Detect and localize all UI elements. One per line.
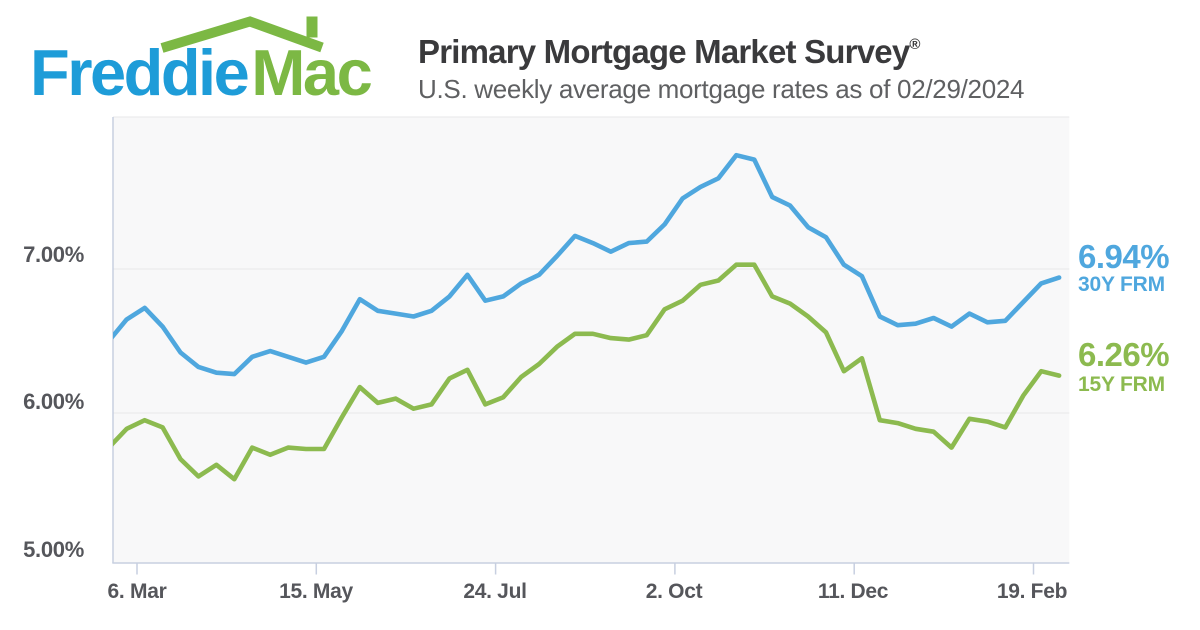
plot-background xyxy=(113,117,1070,563)
x-axis-label-feb: 19. Feb xyxy=(996,580,1068,603)
x-axis-label-jul: 24. Jul xyxy=(463,580,527,603)
series-name-30y: 30Y FRM xyxy=(1078,273,1165,296)
rate-value-30y: 6.94% xyxy=(1078,238,1170,275)
x-axis-label-oct: 2. Oct xyxy=(645,580,703,603)
page-title-text: Primary Mortgage Market Survey xyxy=(418,33,910,70)
logo-roof-icon xyxy=(160,16,324,53)
x-axis-label-dec: 11. Dec xyxy=(817,580,889,603)
x-axis-label-mar: 6. Mar xyxy=(107,580,167,603)
roof-shape xyxy=(160,16,324,53)
logo-wordmark: FreddieMac xyxy=(30,36,373,109)
line-30y-frm xyxy=(113,152,1062,377)
page-title: Primary Mortgage Market Survey® xyxy=(418,26,920,71)
rate-value-15y: 6.26% xyxy=(1078,336,1170,373)
line-15y-frm xyxy=(113,262,1062,482)
logo-word-mac: Mac xyxy=(251,36,372,109)
registered-mark: ® xyxy=(909,36,921,53)
x-axis-label-may: 15. May xyxy=(279,580,353,603)
logo-word-freddie: Freddie xyxy=(30,36,250,109)
y-axis-label-7: 7.00% xyxy=(23,242,84,267)
series-name-15y: 15Y FRM xyxy=(1078,373,1165,396)
y-axis-label-6: 6.00% xyxy=(23,389,84,414)
y-axis-label-5: 5.00% xyxy=(23,537,84,562)
chimney-shape xyxy=(306,16,318,38)
page-subtitle: U.S. weekly average mortgage rates as of… xyxy=(418,74,1025,104)
